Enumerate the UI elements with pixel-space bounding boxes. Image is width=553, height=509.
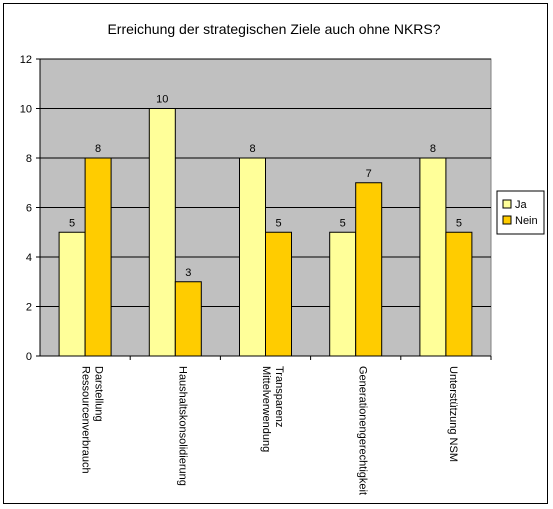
- y-tick-label: 2: [26, 302, 32, 314]
- bar-ja-3: [329, 231, 357, 357]
- y-tick-label: 10: [20, 104, 32, 116]
- legend-swatch-ja: [502, 199, 512, 209]
- chart-frame: Erreichung der strategischen Ziele auch …: [3, 3, 548, 504]
- y-tick-label: 4: [26, 252, 32, 264]
- x-tick-label: Haushaltskonsolidierung: [176, 366, 188, 486]
- data-label: 5: [69, 217, 75, 229]
- legend-swatch-nein: [502, 215, 512, 225]
- x-tick-label: Ressourcenverbrauch: [80, 366, 92, 474]
- bar-ja-1: [148, 108, 176, 357]
- data-label: 10: [156, 94, 168, 106]
- y-tick-label: 12: [20, 54, 32, 66]
- bar-ja-4: [419, 157, 447, 357]
- data-label: 5: [456, 217, 462, 229]
- legend-box: [496, 190, 545, 235]
- bar-nein-2: [265, 231, 292, 357]
- chart-title: Erreichung der strategischen Ziele auch …: [107, 21, 440, 37]
- data-label: 5: [275, 217, 281, 229]
- plot-area: 0 2 4 6 8 10 12 5 8 DarstellungRessourcenverbrauc…: [20, 54, 492, 495]
- x-tick-label: Generationengerechtigkeit: [357, 366, 369, 495]
- bar-nein-1: [174, 281, 202, 357]
- data-label: 5: [340, 217, 346, 229]
- legend-label-ja: Ja: [515, 199, 528, 211]
- legend: Ja Nein: [496, 190, 545, 235]
- bar-chart: Erreichung der strategischen Ziele auch …: [20, 21, 545, 495]
- x-tick-label: Mittelverwendung: [260, 366, 272, 452]
- data-label: 7: [366, 168, 372, 180]
- y-tick-label: 6: [26, 203, 32, 215]
- legend-label-nein: Nein: [515, 215, 538, 227]
- data-label: 8: [95, 143, 101, 155]
- bar-nein-3: [355, 182, 383, 357]
- x-tick-label: Unterstützung NSM: [447, 366, 459, 462]
- data-label: 8: [249, 143, 255, 155]
- bar-nein-4: [445, 231, 473, 357]
- data-label: 8: [430, 143, 436, 155]
- bar-nein-0: [84, 157, 112, 357]
- bar-ja-2: [239, 157, 266, 357]
- x-tick-label: Transparenz: [273, 366, 285, 427]
- bar-ja-0: [58, 231, 86, 357]
- data-label: 3: [185, 267, 191, 279]
- y-tick-label: 8: [26, 153, 32, 165]
- x-tick-label: Darstellung: [93, 366, 105, 422]
- y-tick-label: 0: [26, 351, 32, 363]
